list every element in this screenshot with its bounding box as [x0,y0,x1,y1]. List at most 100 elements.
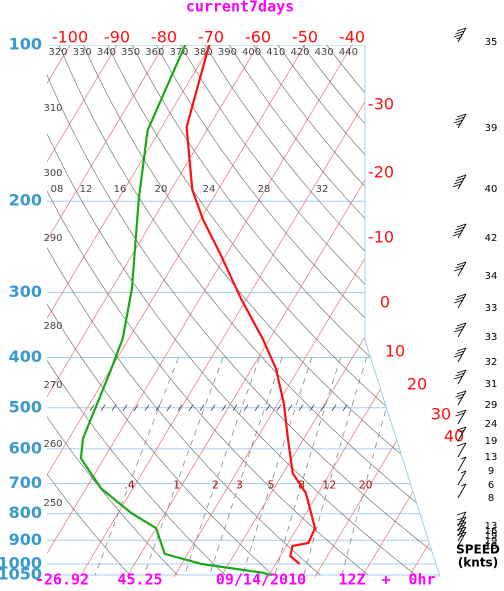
wind-speed: 35 [485,37,498,48]
wind-label: SPEED [456,543,500,557]
wind-barb [455,390,467,406]
dry-adiabat [180,45,440,576]
adiabat-label: 380 [194,47,213,58]
hatch [298,404,304,411]
wind-barb [455,409,467,425]
wind-speed: 9 [488,466,494,477]
wind-barb [453,27,467,43]
dry-adiabat [47,45,226,576]
mixing-ratio-line [274,357,342,576]
wind-barb [453,369,467,385]
upper-label: 24 [203,184,216,195]
isotherm [47,45,312,577]
pressure-label: 100 [9,35,42,54]
dewpoint-line [79,45,272,577]
wind-barb [456,531,467,547]
mixing-ratio-line [341,357,401,576]
adiabat-label: 260 [43,439,62,450]
date: 09/14/2010 [216,571,306,589]
wind-speed: 31 [485,379,498,390]
isotherm [47,45,359,577]
adiabat-label: 270 [43,380,62,391]
temperature-line [185,45,317,565]
hatch [287,404,293,411]
labels: 10020030040050060070080090010001050-100-… [0,28,464,584]
adiabat-label: 340 [97,47,116,58]
isotherm [47,45,265,577]
hatch [177,404,183,411]
dry-adiabat [253,45,440,576]
pressure-label: 900 [9,530,42,549]
hatch [166,404,172,411]
adiabat-label: 320 [48,47,67,58]
dry-adiabat [58,45,440,576]
wind-speed: 32 [485,357,498,368]
upper-label: 12 [80,184,93,195]
wind-speed: 8 [488,493,494,504]
adiabat-label: 420 [290,47,309,58]
hatch [331,404,337,411]
dry-adiabat [229,45,440,576]
wind-speed: 24 [485,419,498,430]
isotherm-label: -10 [368,228,394,247]
adiabat-label: 330 [73,47,92,58]
isotherm-label: 10 [385,342,405,361]
hatch [265,404,271,411]
wind-speed: 33 [485,303,498,314]
wind-speed: 19 [485,536,498,547]
hatch [111,404,117,411]
isotherm-label: -50 [292,28,318,47]
mixing-ratio-line [303,357,367,576]
forecast: 0hr [408,571,435,589]
dry-adiabat [47,45,416,576]
isotherm [168,45,440,577]
wind-speed: 6 [488,480,494,491]
isotherm [309,45,440,577]
adiabat-label: 290 [43,233,62,244]
pressure-label: 700 [9,473,42,492]
adiabat-label: 430 [315,47,334,58]
hatch [232,404,238,411]
isotherm [356,45,440,577]
wind-barb [456,516,467,532]
upper-label: 20 [155,184,168,195]
isotherm-label: 0 [380,293,390,312]
wind-speed: 16 [485,526,498,537]
adiabat-label: 300 [43,168,62,179]
plus: + [381,571,390,589]
isotherm-label: -60 [245,28,271,47]
isotherm-label: -30 [368,95,394,114]
hatch [210,404,216,411]
adiabat-label: 360 [145,47,164,58]
latitude: -26.92 [35,571,89,589]
pressure-label: 800 [9,503,42,522]
mixing-ratio-label: 5 [267,479,274,492]
hatch [221,404,227,411]
hatch [254,404,260,411]
mixing-ratio-label: 3 [236,479,243,492]
wind-speed: 33 [485,332,498,343]
wind-barb [453,261,467,277]
mixing-ratio-label: 1 [173,479,180,492]
wind-speed: 40 [485,184,498,195]
hatch [276,404,282,411]
wind-speed: 39 [485,123,498,134]
wind-barb [457,483,467,499]
isotherm-label: -90 [104,28,130,47]
isotherm-label: 40 [444,427,464,446]
adiabat-label: 250 [43,498,62,509]
dry-adiabat [47,45,178,576]
hatch [100,404,106,411]
adiabat-label: 410 [266,47,285,58]
dry-adiabat [47,45,369,576]
upper-label: 28 [258,184,271,195]
pressure-label: 300 [9,282,42,301]
wind-barb [456,521,467,537]
adiabat-label: 400 [242,47,261,58]
isotherm [47,45,171,577]
wind-barb [452,223,467,239]
mixing-ratio-line [143,357,224,576]
mixing-ratio-line [184,357,260,576]
wind-barb [452,174,467,190]
